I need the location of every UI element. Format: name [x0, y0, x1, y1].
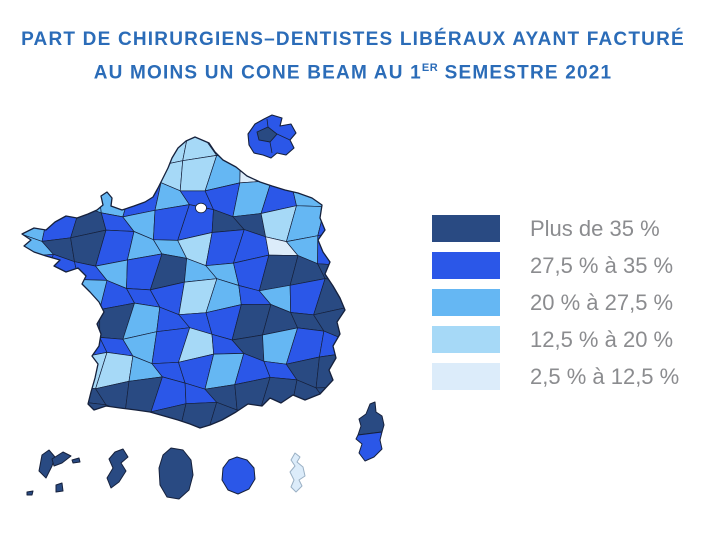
- department-cell: [315, 351, 345, 389]
- corsica: [355, 401, 385, 462]
- department-cell: [95, 138, 129, 165]
- legend-label-27-35: 27,5 % à 35 %: [530, 252, 674, 278]
- department-cell: [315, 387, 345, 408]
- department-cell: [22, 303, 52, 338]
- legend-item-27-35: 27,5 % à 35 %: [432, 252, 679, 279]
- department-cell: [22, 358, 54, 379]
- legend: Plus de 35 % 27,5 % à 35 % 20 % à 27,5 %…: [432, 215, 679, 400]
- legend-swatch-12-20: [432, 326, 500, 353]
- department-cell: [22, 253, 54, 291]
- department-cell: [97, 155, 134, 189]
- department-cell: [236, 409, 271, 428]
- guadeloupe-les-saintes: [26, 490, 34, 496]
- department-cell: [44, 377, 80, 410]
- department-cell: [68, 309, 101, 338]
- legend-swatch-plus-35: [432, 215, 500, 242]
- department-cell: [317, 228, 345, 266]
- department-cell: [22, 328, 52, 365]
- department-cell: [124, 411, 159, 428]
- department-cell: [42, 279, 79, 316]
- legend-label-plus-35: Plus de 35 %: [530, 215, 660, 241]
- department-cell: [41, 157, 78, 193]
- department-cell: [258, 406, 293, 428]
- legend-label-12-20: 12,5 % à 20 %: [530, 326, 674, 352]
- guadeloupe-basse-terre: [38, 449, 56, 479]
- department-cell: [68, 187, 102, 214]
- guadeloupe-islet-east: [71, 457, 81, 464]
- department-cell: [125, 137, 162, 168]
- department-cell: [68, 155, 109, 193]
- metropolitan-departments: [22, 137, 345, 428]
- department-cell: [48, 185, 81, 208]
- department-cell: [288, 155, 325, 193]
- department-cell: [22, 179, 50, 216]
- department-cell: [22, 165, 50, 187]
- department-cell: [288, 401, 327, 428]
- legend-item-12-20: 12,5 % à 20 %: [432, 326, 679, 353]
- guadeloupe-grande-terre: [51, 451, 72, 467]
- department-cell: [313, 155, 345, 193]
- france-outline: [21, 136, 346, 429]
- ile-de-france-inset: [247, 114, 297, 159]
- chart-title-line2: AU MOINS UN CONE BEAM AU 1ER SEMESTRE 20…: [0, 54, 706, 87]
- department-cell: [22, 287, 49, 311]
- chart-title-superscript: ER: [421, 62, 439, 74]
- department-cell: [47, 310, 81, 330]
- department-cell: [41, 137, 78, 167]
- idf-inset-paris-center: [256, 126, 278, 143]
- legend-label-2-12: 2,5 % à 12,5 %: [530, 363, 680, 389]
- la-reunion: [221, 456, 256, 495]
- overseas-territories: [26, 447, 306, 500]
- department-cell: [317, 206, 345, 237]
- legend-swatch-2-12: [432, 363, 500, 390]
- legend-item-plus-35: Plus de 35 %: [432, 215, 679, 242]
- corse-du-sud: [355, 431, 383, 462]
- mayotte: [289, 452, 306, 493]
- department-cell: [313, 401, 345, 428]
- department-cell: [22, 137, 54, 168]
- department-cell: [68, 279, 108, 316]
- legend-swatch-20-27: [432, 289, 500, 316]
- guyane: [158, 447, 194, 500]
- martinique: [106, 448, 129, 489]
- haute-corse: [357, 401, 385, 436]
- chart-title-line1: PART DE CHIRURGIENS–DENTISTES LIBÉRAUX A…: [21, 29, 685, 50]
- department-cell: [127, 163, 162, 184]
- department-cell: [44, 401, 80, 428]
- paris-inner-ring: [195, 202, 207, 214]
- department-cell: [318, 138, 345, 159]
- legend-item-20-27: 20 % à 27,5 %: [432, 289, 679, 316]
- chart-title: PART DE CHIRURGIENS–DENTISTES LIBÉRAUX A…: [0, 26, 706, 87]
- department-cell: [40, 358, 74, 387]
- chart-title-line2-suffix: SEMESTRE 2021: [438, 62, 613, 84]
- chart-title-line2-prefix: AU MOINS UN CONE BEAM AU 1: [93, 62, 422, 84]
- legend-swatch-27-35: [432, 252, 500, 279]
- france-choropleth-map: [21, 114, 385, 500]
- department-cell: [22, 408, 47, 428]
- idf-inset-borders: [266, 118, 291, 154]
- department-cell: [22, 377, 54, 415]
- guadeloupe-marie-galante: [55, 482, 64, 493]
- legend-label-20-27: 20 % à 27,5 %: [530, 289, 674, 315]
- department-cell: [40, 328, 81, 365]
- legend-item-2-12: 2,5 % à 12,5 %: [432, 363, 679, 390]
- department-cell: [75, 137, 109, 159]
